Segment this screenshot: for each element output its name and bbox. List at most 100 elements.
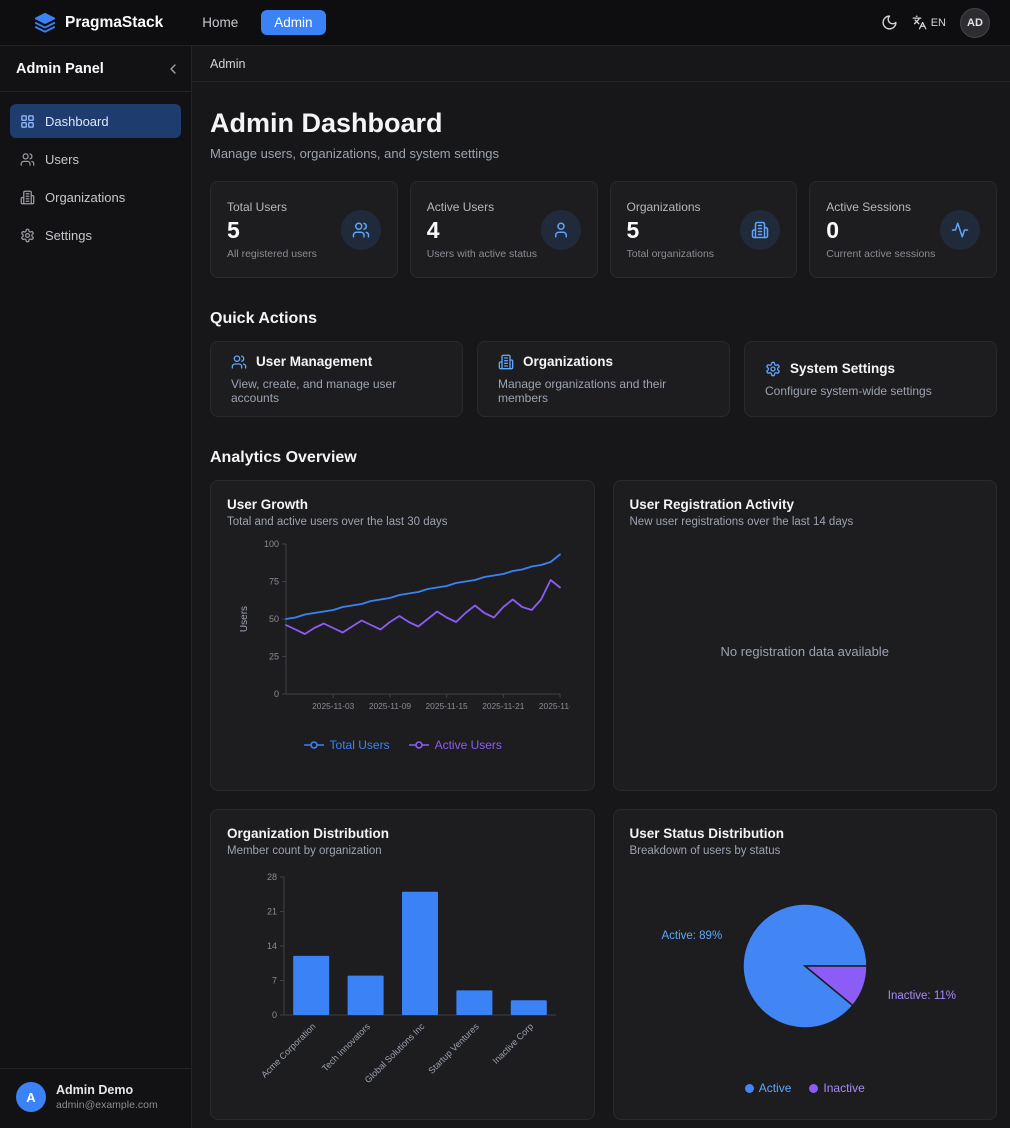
sidebar-item-label: Organizations bbox=[45, 189, 126, 205]
empty-state-message: No registration data available bbox=[720, 643, 889, 659]
stat-value: 4 bbox=[426, 216, 440, 243]
quick-action-organizations[interactable]: Organizations Manage organizations and t… bbox=[477, 341, 730, 417]
sidebar-item-dashboard[interactable]: Dashboard bbox=[10, 104, 181, 138]
svg-text:25: 25 bbox=[269, 652, 279, 662]
brand-name: PragmaStack bbox=[65, 13, 164, 31]
svg-text:Startup Ventures: Startup Ventures bbox=[427, 1021, 482, 1076]
chart-subtitle: Total and active users over the last 30 … bbox=[227, 516, 448, 528]
layers-logo-icon bbox=[34, 12, 56, 34]
sidebar-item-label: Dashboard bbox=[45, 113, 109, 129]
activity-icon bbox=[940, 209, 980, 250]
quick-action-system-settings[interactable]: System Settings Configure system-wide se… bbox=[744, 341, 997, 417]
quick-action-description: View, create, and manage user accounts bbox=[231, 376, 397, 405]
stat-value: 0 bbox=[826, 216, 840, 243]
legend-item[interactable]: Total Users bbox=[303, 738, 390, 752]
chart-subtitle: Member count by organization bbox=[227, 845, 382, 857]
quick-action-description: Configure system-wide settings bbox=[765, 383, 932, 398]
stat-caption: Current active sessions bbox=[826, 247, 936, 260]
sidebar-item-organizations[interactable]: Organizations bbox=[10, 180, 181, 214]
stat-label: Active Users bbox=[426, 199, 495, 214]
svg-text:7: 7 bbox=[272, 976, 277, 986]
stat-caption: All registered users bbox=[227, 247, 317, 260]
user-email: admin@example.com bbox=[56, 1099, 158, 1111]
legend-label: Total Users bbox=[329, 738, 390, 752]
stat-card-active-users: Active Users 4 Users with active status bbox=[409, 181, 598, 278]
theme-toggle-button[interactable] bbox=[881, 14, 898, 31]
sidebar-item-settings[interactable]: Settings bbox=[10, 218, 181, 252]
main-content: Admin Admin Dashboard Manage users, orga… bbox=[192, 46, 1010, 1128]
moon-icon bbox=[881, 14, 898, 31]
org-distribution-bar-chart: 0 7 14 21 28 Acme Corporation Tech Innovators G… bbox=[227, 865, 578, 1113]
legend-item[interactable]: Active bbox=[744, 1081, 791, 1095]
svg-text:21: 21 bbox=[267, 907, 277, 917]
users-icon bbox=[20, 152, 35, 167]
user-avatar[interactable]: AD bbox=[960, 7, 990, 38]
chart-title: User Status Distribution bbox=[629, 826, 785, 841]
svg-text:0: 0 bbox=[272, 1010, 277, 1020]
nav-home[interactable]: Home bbox=[202, 15, 239, 30]
top-navigation: Home Admin bbox=[189, 10, 326, 35]
chart-subtitle: Breakdown of users by status bbox=[629, 845, 781, 857]
svg-text:100: 100 bbox=[264, 539, 279, 549]
user-growth-legend: Total Users Active Users bbox=[227, 738, 578, 752]
gear-icon bbox=[765, 361, 781, 377]
chart-title: User Growth bbox=[227, 497, 309, 512]
legend-label: Inactive bbox=[823, 1081, 865, 1095]
legend-item[interactable]: Active Users bbox=[408, 738, 502, 752]
quick-action-title: System Settings bbox=[790, 361, 896, 376]
svg-text:0: 0 bbox=[274, 689, 279, 699]
sidebar: Admin Panel Dashboard Users bbox=[0, 46, 192, 1128]
legend-dot-icon bbox=[809, 1083, 819, 1093]
quick-action-user-management[interactable]: User Management View, create, and manage… bbox=[210, 341, 463, 417]
user-name: Admin Demo bbox=[56, 1083, 134, 1097]
language-label: EN bbox=[930, 16, 946, 29]
quick-action-title: User Management bbox=[256, 354, 373, 369]
sidebar-title: Admin Panel bbox=[16, 60, 104, 77]
sidebar-nav: Dashboard Users Organizations Settings bbox=[0, 92, 191, 264]
quick-action-title: Organizations bbox=[523, 354, 614, 369]
stat-label: Organizations bbox=[626, 199, 701, 214]
stat-value: 5 bbox=[626, 216, 640, 243]
chart-title: Organization Distribution bbox=[227, 826, 389, 841]
chevron-left-icon bbox=[165, 61, 181, 77]
page-title: Admin Dashboard bbox=[210, 108, 443, 138]
building-icon bbox=[740, 209, 781, 250]
user-status-legend: Active Inactive bbox=[630, 1081, 981, 1095]
svg-text:2025-11-21: 2025-11-21 bbox=[482, 701, 525, 711]
legend-dot-icon bbox=[744, 1083, 754, 1093]
sidebar-item-label: Users bbox=[45, 151, 79, 167]
sidebar-user-panel[interactable]: A Admin Demo admin@example.com bbox=[0, 1068, 191, 1128]
chart-title: User Registration Activity bbox=[629, 497, 795, 512]
language-selector[interactable]: EN bbox=[912, 15, 946, 30]
gear-icon bbox=[20, 228, 35, 243]
svg-text:Active: 89%: Active: 89% bbox=[661, 930, 722, 942]
logo[interactable]: PragmaStack bbox=[34, 12, 163, 34]
nav-admin[interactable]: Admin bbox=[261, 10, 326, 35]
stat-caption: Total organizations bbox=[626, 247, 715, 260]
user-avatar-initial: A bbox=[16, 1082, 46, 1112]
chart-card-user-status: User Status Distribution Breakdown of us… bbox=[612, 809, 997, 1120]
svg-text:50: 50 bbox=[269, 614, 279, 624]
sidebar-item-users[interactable]: Users bbox=[10, 142, 181, 176]
stats-grid: Total Users 5 All registered users Activ… bbox=[210, 181, 997, 278]
languages-icon bbox=[912, 15, 927, 30]
users-icon bbox=[340, 209, 381, 250]
breadcrumb[interactable]: Admin bbox=[210, 56, 246, 71]
stat-caption: Users with active status bbox=[426, 247, 538, 260]
sidebar-collapse-button[interactable] bbox=[165, 61, 181, 77]
stat-card-active-sessions: Active Sessions 0 Current active session… bbox=[809, 181, 997, 278]
users-icon bbox=[231, 354, 247, 370]
svg-text:Users: Users bbox=[239, 606, 250, 632]
stat-label: Total Users bbox=[227, 199, 288, 214]
svg-text:Acme Corporation: Acme Corporation bbox=[259, 1021, 317, 1079]
svg-text:2025-11-03: 2025-11-03 bbox=[312, 701, 355, 711]
svg-text:Global Solutions Inc: Global Solutions Inc bbox=[363, 1021, 427, 1085]
breadcrumb-bar: Admin bbox=[192, 46, 1010, 82]
legend-item[interactable]: Inactive bbox=[809, 1081, 865, 1095]
stat-card-organizations: Organizations 5 Total organizations bbox=[609, 181, 798, 278]
quick-actions-grid: User Management View, create, and manage… bbox=[210, 341, 997, 417]
chart-card-org-distribution: Organization Distribution Member count b… bbox=[210, 809, 595, 1120]
topbar: PragmaStack Home Admin EN AD bbox=[0, 0, 1010, 46]
chart-card-user-growth: User Growth Total and active users over … bbox=[210, 480, 595, 791]
grid-icon bbox=[20, 114, 35, 129]
